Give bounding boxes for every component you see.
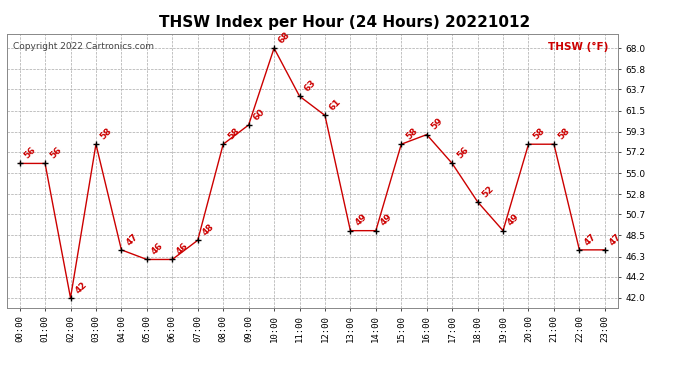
Text: 58: 58 [531,126,546,141]
Text: 49: 49 [353,213,368,228]
Text: 63: 63 [302,78,317,93]
Text: 58: 58 [226,126,241,141]
Text: 60: 60 [251,107,266,122]
Text: THSW Index per Hour (24 Hours) 20221012: THSW Index per Hour (24 Hours) 20221012 [159,15,531,30]
Text: 52: 52 [480,184,495,199]
Text: 46: 46 [150,242,165,257]
Text: 47: 47 [124,232,139,247]
Text: 56: 56 [22,146,37,160]
Text: 49: 49 [379,213,394,228]
Text: 59: 59 [429,117,445,132]
Text: 61: 61 [328,98,343,112]
Text: 58: 58 [99,126,114,141]
Text: 68: 68 [277,30,292,45]
Text: 58: 58 [404,126,420,141]
Text: 56: 56 [48,146,63,160]
Text: 47: 47 [608,232,623,247]
Text: 56: 56 [455,146,470,160]
Text: 48: 48 [201,222,216,237]
Text: 46: 46 [175,242,190,257]
Text: 49: 49 [506,213,521,228]
Text: 42: 42 [73,280,88,295]
Text: Copyright 2022 Cartronics.com: Copyright 2022 Cartronics.com [13,42,154,51]
Text: 58: 58 [557,126,572,141]
Text: 47: 47 [582,232,598,247]
Text: THSW (°F): THSW (°F) [548,42,609,52]
